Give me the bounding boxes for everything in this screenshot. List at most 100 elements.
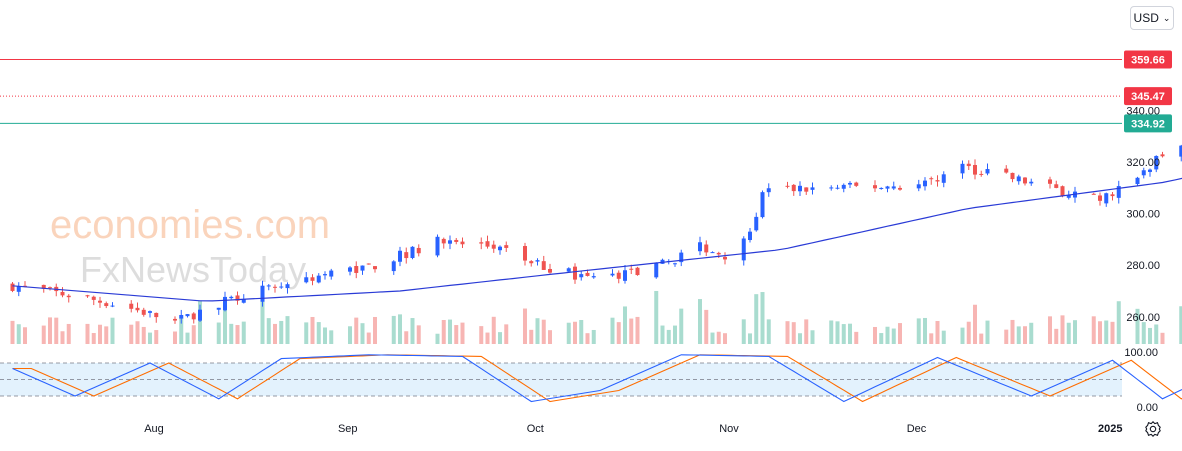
- volume-bar: [417, 325, 421, 344]
- volume-bar: [829, 320, 833, 344]
- volume-bar: [1029, 323, 1033, 344]
- volume-bar: [279, 321, 283, 344]
- candle: [523, 243, 527, 266]
- volume-bar: [492, 317, 496, 344]
- candle: [1111, 192, 1115, 200]
- candle: [636, 267, 640, 276]
- volume-bar: [104, 326, 108, 344]
- volume-bar: [317, 322, 321, 344]
- volume-bar: [742, 319, 746, 344]
- volume-bar: [967, 322, 971, 344]
- volume-bar: [1023, 326, 1027, 344]
- candle: [917, 180, 921, 191]
- candle: [623, 265, 627, 284]
- volume-bar: [42, 326, 46, 344]
- candle: [967, 160, 971, 170]
- candle: [173, 316, 177, 324]
- candle: [536, 258, 540, 265]
- gear-icon[interactable]: [1144, 420, 1162, 438]
- volume-bar: [623, 306, 627, 344]
- candle: [92, 296, 96, 305]
- price-tick-label: 340.00: [1126, 105, 1160, 117]
- volume-bar: [654, 291, 658, 344]
- volume-bar: [886, 327, 890, 344]
- candle: [98, 297, 102, 308]
- candle: [411, 246, 415, 259]
- volume-bar: [192, 325, 196, 344]
- volume-bar: [586, 333, 590, 344]
- volume-bar: [323, 327, 327, 344]
- price-tick-label: 260.00: [1126, 312, 1160, 324]
- support-price-label: 334.92: [1131, 118, 1165, 130]
- volume-bar: [1073, 320, 1077, 344]
- time-tick-label: 2025: [1098, 423, 1122, 435]
- currency-selector[interactable]: USD ⌄: [1130, 6, 1174, 30]
- volume-bar: [442, 320, 446, 344]
- volume-bar: [348, 326, 352, 344]
- candle: [448, 235, 452, 249]
- volume-bar: [879, 333, 883, 344]
- volume-bar: [611, 318, 615, 344]
- volume-bar: [186, 333, 190, 344]
- candle: [361, 265, 365, 275]
- candle: [454, 238, 458, 244]
- candle: [479, 237, 483, 249]
- candle: [617, 270, 621, 283]
- candle: [1054, 181, 1058, 189]
- candle: [929, 177, 933, 185]
- volume-bar: [23, 327, 27, 344]
- volume-bar: [748, 333, 752, 344]
- candle: [923, 177, 927, 190]
- candle: [698, 237, 702, 255]
- volume-bar: [1098, 321, 1102, 344]
- candle: [936, 175, 940, 186]
- volume-bar: [92, 333, 96, 344]
- volume-bar: [54, 318, 58, 344]
- volume-bar: [667, 330, 671, 344]
- volume-bar: [398, 314, 402, 344]
- time-axis[interactable]: AugSepOctNovDec2025FebMarAprMayJunJulAug…: [144, 423, 1182, 435]
- candle: [704, 240, 708, 256]
- candle: [348, 266, 352, 275]
- candle: [323, 271, 327, 279]
- volume-bar: [129, 325, 133, 344]
- candle: [1004, 165, 1008, 174]
- candle: [611, 269, 615, 277]
- volume-bar: [1017, 326, 1021, 344]
- volume-bar: [854, 332, 858, 344]
- candle: [1017, 175, 1021, 185]
- candle: [67, 294, 71, 302]
- candle: [829, 185, 833, 190]
- candle: [373, 266, 377, 273]
- volume-bar: [98, 325, 102, 344]
- volume-bar: [679, 309, 683, 344]
- time-tick-label: Dec: [907, 423, 927, 435]
- volume-bar: [354, 318, 358, 344]
- volume-bar: [548, 330, 552, 344]
- volume-bar: [1161, 333, 1165, 344]
- candle: [854, 182, 858, 187]
- candle: [792, 184, 796, 196]
- volume-bar: [786, 321, 790, 344]
- candle: [1136, 177, 1140, 186]
- candle: [811, 182, 815, 194]
- volume-bar: [267, 318, 271, 344]
- watermark-brand-sub: FxNewsToday: [80, 249, 306, 290]
- volume-bar: [892, 329, 896, 344]
- currency-label: USD: [1134, 11, 1159, 25]
- volume-bar: [1117, 301, 1121, 344]
- volume-bar: [504, 324, 508, 344]
- volume-bar: [523, 309, 527, 344]
- volume-bar: [61, 331, 65, 344]
- candle: [492, 241, 496, 253]
- candle: [886, 186, 890, 192]
- candle: [892, 182, 896, 190]
- candle: [311, 274, 315, 285]
- volume-bar: [898, 323, 902, 344]
- candle: [1098, 193, 1102, 206]
- candle: [1117, 181, 1121, 204]
